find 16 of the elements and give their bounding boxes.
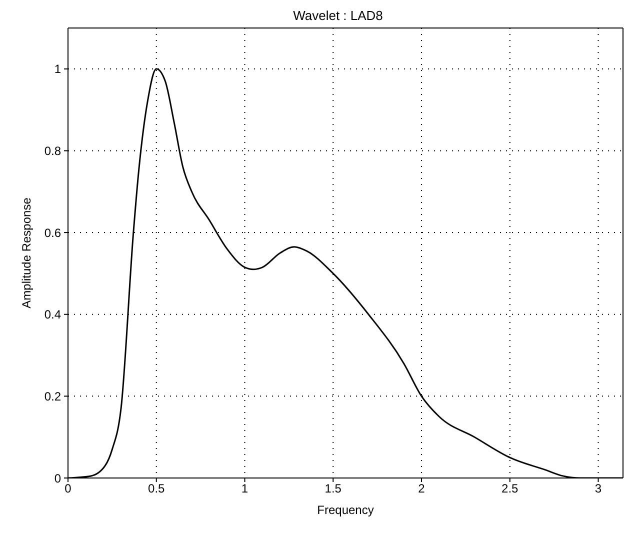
y-tick-label: 0.2 [44,389,62,404]
x-tick-label: 2.5 [502,482,519,496]
y-tick-label: 0.4 [44,308,62,322]
y-tick-label: 0.8 [44,144,62,158]
x-tick-label: 0.5 [148,482,166,496]
x-tick-label: 3 [594,482,602,496]
y-tick-label: 1 [54,62,62,76]
x-axis-title: Frequency [317,503,374,517]
x-tick-label: 1 [241,482,248,496]
y-tick-label: 0.6 [44,226,62,240]
x-tick-label: 1.5 [324,482,342,496]
y-axis-title: Amplitude Response [19,197,34,308]
y-tick-label: 0 [54,471,62,486]
x-tick-label: 2 [418,482,426,496]
chart-title: Wavelet : LAD8 [292,8,384,23]
x-tick-label: 0 [64,482,72,496]
